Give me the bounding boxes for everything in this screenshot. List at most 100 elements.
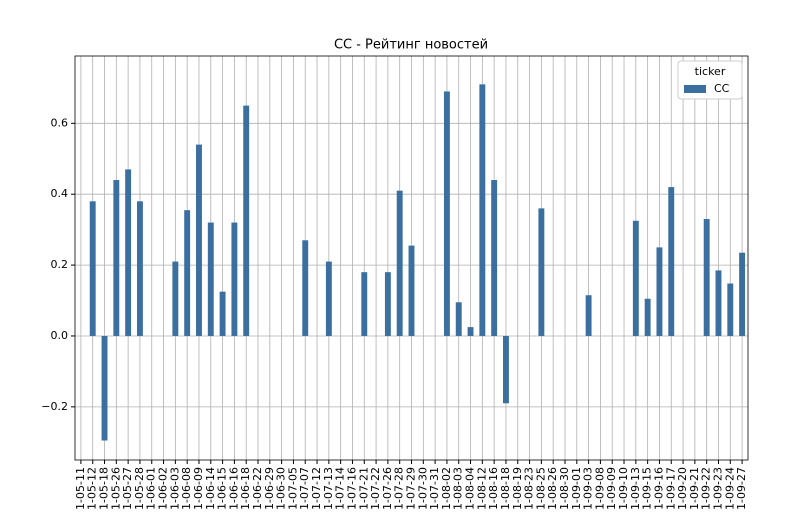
y-tick-label: 0.0 (51, 329, 69, 342)
x-tick-label: 1-06-30 (275, 467, 288, 510)
bar (443, 91, 450, 336)
x-tick-label: 1-06-03 (168, 467, 181, 510)
x-tick-label: 1-06-01 (145, 467, 158, 510)
x-tick-label: 1-08-30 (558, 467, 571, 510)
x-tick-label: 1-07-16 (345, 467, 358, 510)
legend-title: ticker (695, 65, 726, 78)
x-tick-label: 1-07-22 (369, 467, 382, 510)
x-tick-label: 1-08-25 (534, 467, 547, 510)
grid (75, 56, 748, 460)
x-tick-label: 1-08-02 (440, 467, 453, 510)
bar (243, 105, 250, 336)
x-tick-label: 1-06-29 (263, 467, 276, 510)
chart-title: CC - Рейтинг новостей (334, 38, 488, 53)
x-tick-label: 1-07-07 (298, 467, 311, 510)
bar (136, 201, 143, 336)
y-tick-label: 0.2 (51, 258, 69, 271)
x-tick-label: 1-05-28 (133, 467, 146, 510)
bar (715, 270, 722, 336)
bar (408, 245, 415, 336)
bar (89, 201, 96, 336)
x-tick-label: 1-07-31 (428, 467, 441, 510)
bar (503, 335, 509, 404)
x-tick-label: 1-06-16 (227, 467, 240, 510)
bar (668, 187, 675, 336)
bar (656, 247, 663, 336)
bar (396, 190, 403, 336)
x-tick-label: 1-08-04 (464, 467, 477, 510)
x-tick-label: 1-08-19 (511, 467, 524, 510)
x-tick-label: 1-09-17 (664, 467, 677, 510)
x-tick-label: 1-09-13 (629, 467, 642, 510)
x-tick-label: 1-09-27 (735, 467, 748, 510)
x-tick-label: 1-07-14 (334, 467, 347, 510)
x-tick-label: 1-07-28 (393, 467, 406, 510)
x-tick-label: 1-06-14 (204, 467, 217, 510)
bar (739, 252, 746, 336)
legend-label: CC (714, 82, 730, 95)
x-tick-label: 1-09-23 (711, 467, 724, 510)
x-tick-label: 1-09-16 (652, 467, 665, 510)
bar (361, 272, 368, 336)
x-tick-label: 1-06-09 (192, 467, 205, 510)
x-tick-label: 1-05-11 (74, 467, 87, 510)
bar (231, 222, 238, 336)
x-tick-label: 1-06-18 (239, 467, 252, 510)
bar (479, 84, 486, 336)
x-tick-label: 1-09-22 (700, 467, 713, 510)
x-tick-label: 1-08-26 (546, 467, 559, 510)
x-tick-label: 1-07-05 (286, 467, 299, 510)
bar (113, 180, 120, 336)
x-tick-label: 1-07-13 (322, 467, 335, 510)
x-tick-label: 1-09-24 (723, 467, 736, 510)
x-tick-label: 1-09-21 (688, 467, 701, 510)
x-tick-label: 1-09-08 (593, 467, 606, 510)
x-tick-label: 1-06-08 (180, 467, 193, 510)
y-tick-label: 0.4 (51, 187, 69, 200)
bar (196, 144, 202, 336)
bar (585, 295, 592, 336)
bar (184, 210, 191, 336)
x-tick-label: 1-09-20 (676, 467, 689, 510)
x-tick-label: 1-05-26 (109, 467, 122, 510)
x-tick-label: 1-05-18 (98, 467, 111, 510)
x-tick-label: 1-06-02 (157, 467, 170, 510)
x-tick-label: 1-09-03 (582, 467, 595, 510)
x-tick-label: 1-06-15 (216, 467, 229, 510)
legend-swatch (684, 85, 706, 93)
x-tick-label: 1-09-01 (570, 467, 583, 510)
x-tick-label: 1-08-16 (487, 467, 500, 510)
y-tick-label: 0.6 (51, 116, 69, 129)
bar (325, 261, 332, 336)
bar (644, 298, 651, 336)
bar (538, 208, 545, 336)
x-tick-label: 1-07-21 (357, 467, 370, 510)
bar (455, 302, 462, 336)
x-tick-label: 1-06-22 (251, 467, 264, 510)
x-tick-label: 1-07-29 (405, 467, 418, 510)
bar (727, 283, 734, 336)
bar (101, 335, 108, 441)
bar (703, 219, 710, 336)
x-tick-label: 1-08-18 (499, 467, 512, 510)
bar (467, 327, 474, 336)
bar (207, 222, 214, 336)
plot-frame (74, 55, 749, 461)
x-tick-label: 1-09-10 (617, 467, 630, 510)
x-tick-label: 1-05-12 (86, 467, 99, 510)
x-tick-label: 1-08-03 (452, 467, 465, 510)
y-tick-label: −0.2 (41, 400, 68, 413)
x-tick-label: 1-08-23 (523, 467, 536, 510)
x-tick-label: 1-07-30 (416, 467, 429, 510)
bar (491, 180, 498, 336)
bar (384, 272, 391, 336)
x-tick-label: 1-07-26 (381, 467, 394, 510)
bar (219, 291, 226, 336)
x-tick-label: 1-07-12 (310, 467, 323, 510)
x-tick-label: 1-08-12 (475, 467, 488, 510)
x-tick-label: 1-09-15 (641, 467, 654, 510)
x-tick-label: 1-05-27 (121, 467, 134, 510)
bar (172, 261, 179, 336)
